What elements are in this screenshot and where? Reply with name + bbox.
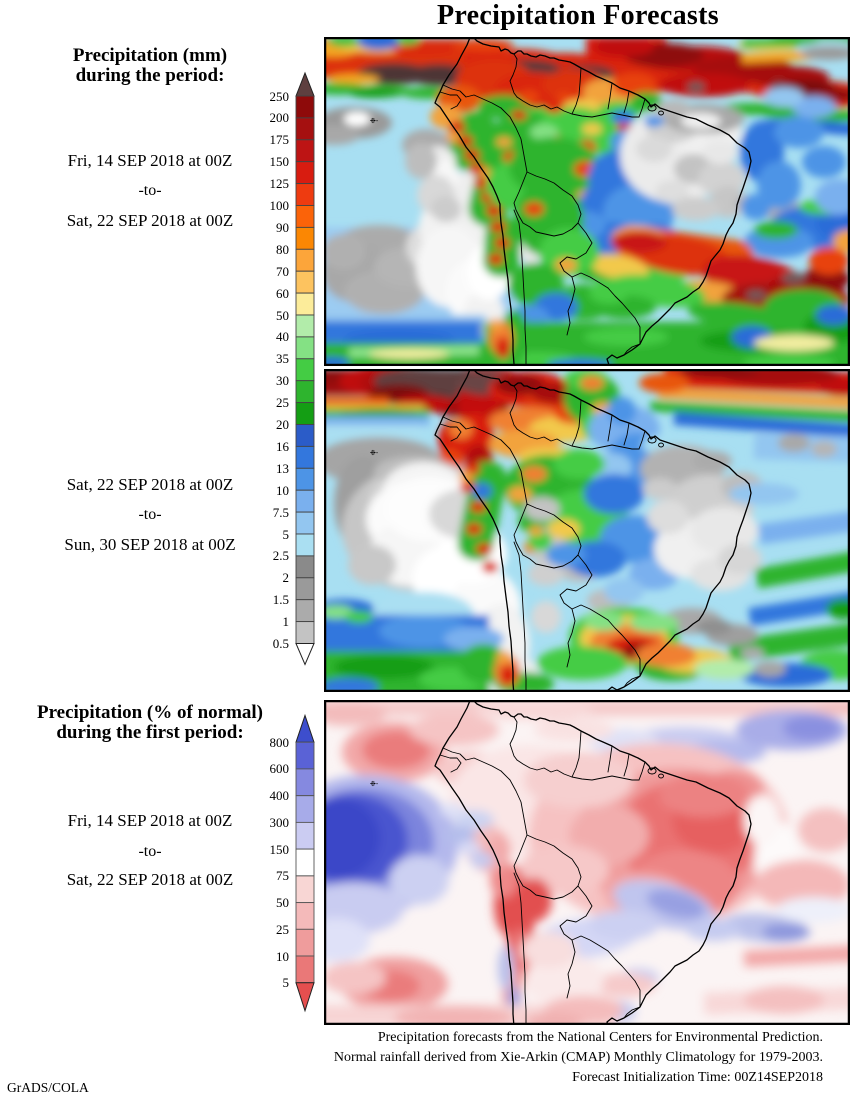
svg-text:❉-: ❉- bbox=[370, 449, 379, 457]
svg-text:❉-: ❉- bbox=[370, 117, 379, 125]
svg-text:❉-: ❉- bbox=[370, 780, 379, 788]
